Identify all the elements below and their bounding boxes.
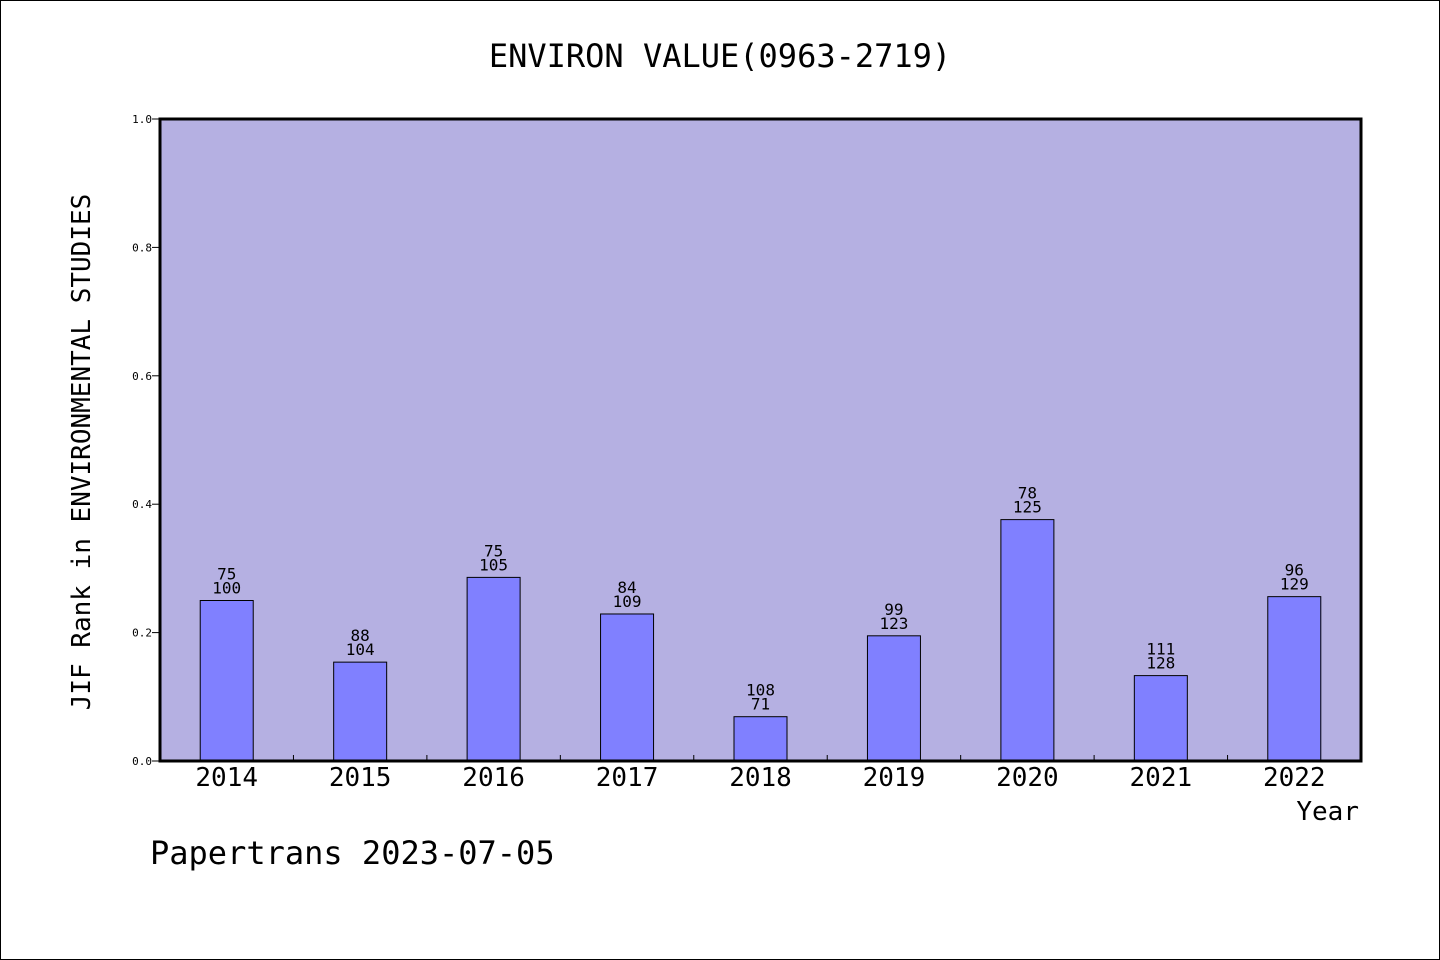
- bar-label-top: 75: [484, 541, 503, 560]
- x-tick-label: 2020: [996, 763, 1059, 793]
- y-tick-label: 0.6: [132, 370, 152, 383]
- bar-label-bottom: 100: [212, 579, 241, 598]
- x-tick-label: 2014: [195, 763, 258, 793]
- bar-2014: [199, 600, 254, 762]
- footer-watermark: Papertrans 2023-07-05: [150, 834, 555, 872]
- x-axis: 2014 2015 2016 2017 2018 2019 2020 2021 2022: [195, 755, 1326, 793]
- y-tick-label: 0.2: [132, 627, 152, 640]
- chart-title: ENVIRON VALUE(0963-2719): [489, 37, 951, 75]
- bar-labels-group: 7510088104751058410910871991237812511112…: [212, 484, 1308, 714]
- bar-label-top: 108: [746, 681, 775, 700]
- bar-label-top: 75: [217, 565, 236, 584]
- y-axis-label: JIF Rank in ENVIRONMENTAL STUDIES: [67, 194, 97, 711]
- bars-group: [199, 519, 1322, 762]
- bar-label-bottom: 109: [613, 592, 642, 611]
- bar-label-top: 84: [617, 578, 636, 597]
- bar-label-top: 96: [1285, 561, 1304, 580]
- bar-label-bottom: 104: [346, 640, 375, 659]
- bar-2016: [466, 576, 521, 762]
- bar-2015: [333, 661, 388, 762]
- y-tick-label: 0.4: [132, 498, 152, 511]
- bar-2022: [1267, 596, 1322, 762]
- y-tick-label: 0.0: [132, 755, 152, 768]
- y-tick-label: 0.8: [132, 241, 152, 254]
- bar-label-bottom: 123: [879, 614, 908, 633]
- bar-2017: [600, 613, 655, 762]
- bar-label-bottom: 105: [479, 555, 508, 574]
- bar-2021: [1133, 675, 1188, 762]
- bar-2020: [1000, 519, 1055, 762]
- bar-label-top: 88: [351, 626, 370, 645]
- x-axis-label: Year: [1296, 797, 1359, 827]
- bar-label-bottom: 128: [1146, 654, 1175, 673]
- bar-label-bottom: 129: [1280, 575, 1309, 594]
- x-tick-label: 2016: [462, 763, 525, 793]
- x-tick-label: 2018: [729, 763, 792, 793]
- y-tick-label: 1.0: [132, 113, 152, 126]
- plot-border: [158, 117, 1363, 763]
- y-axis: 0.0 0.2 0.4 0.6 0.8 1.0: [132, 113, 160, 768]
- bar-label-top: 99: [884, 600, 903, 619]
- bar-label-top: 78: [1018, 484, 1037, 503]
- x-tick-label: 2021: [1130, 763, 1193, 793]
- x-tick-label: 2015: [329, 763, 392, 793]
- x-tick-label: 2022: [1263, 763, 1326, 793]
- bar-label-bottom: 125: [1013, 498, 1042, 517]
- bar-label-bottom: 71: [751, 695, 770, 714]
- x-tick-label: 2019: [863, 763, 926, 793]
- x-tick-label: 2017: [596, 763, 659, 793]
- bar-label-top: 111: [1146, 640, 1175, 659]
- plot-area: [160, 119, 1361, 761]
- bar-2019: [866, 635, 921, 762]
- bar-2018: [733, 716, 788, 762]
